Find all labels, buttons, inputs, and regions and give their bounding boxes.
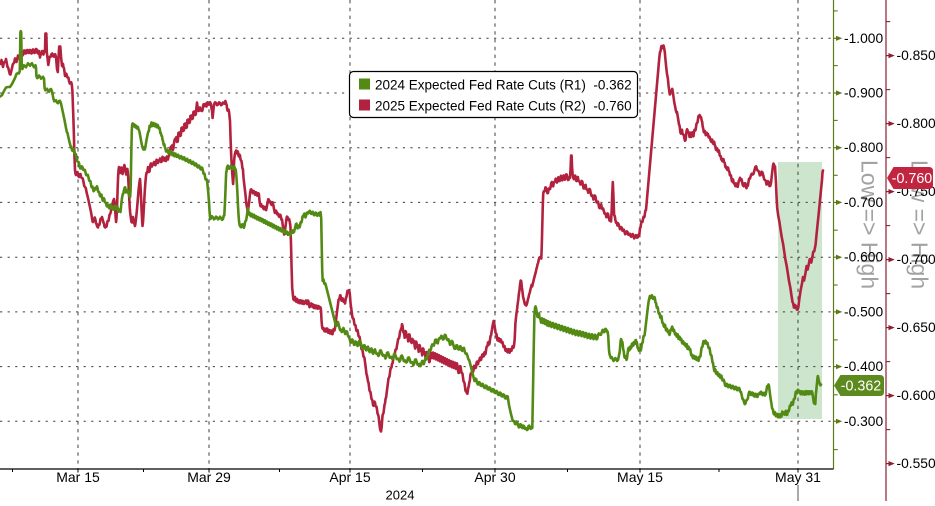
- svg-text:-0.700: -0.700: [897, 252, 935, 267]
- svg-text:May 15: May 15: [617, 469, 663, 485]
- svg-text:-0.300: -0.300: [844, 414, 883, 429]
- svg-text:-0.400: -0.400: [844, 359, 883, 374]
- svg-text:-0.850: -0.850: [897, 48, 935, 63]
- svg-text:May 31: May 31: [775, 469, 821, 485]
- svg-text:-1.000: -1.000: [844, 31, 883, 46]
- svg-text:2025 Expected Fed Rate Cuts (R: 2025 Expected Fed Rate Cuts (R2) -0.760: [375, 99, 632, 114]
- svg-text:-0.700: -0.700: [844, 195, 883, 210]
- svg-text:Mar 29: Mar 29: [187, 469, 231, 485]
- svg-text:-0.600: -0.600: [844, 250, 883, 265]
- svg-text:-0.800: -0.800: [844, 140, 883, 155]
- svg-text:Low => High: Low => High: [857, 160, 883, 289]
- svg-text:2024: 2024: [386, 488, 415, 502]
- svg-text:-0.760: -0.760: [892, 171, 933, 187]
- svg-text:Apr 30: Apr 30: [474, 469, 515, 485]
- svg-text:2024 Expected Fed Rate Cuts (R: 2024 Expected Fed Rate Cuts (R1) -0.362: [375, 78, 632, 93]
- svg-text:Apr 15: Apr 15: [329, 469, 370, 485]
- svg-text:-0.650: -0.650: [897, 320, 935, 335]
- svg-text:-0.600: -0.600: [897, 388, 935, 403]
- svg-text:Mar 15: Mar 15: [56, 469, 100, 485]
- svg-text:-0.500: -0.500: [844, 304, 883, 319]
- svg-text:-0.900: -0.900: [844, 86, 883, 101]
- svg-text:-0.550: -0.550: [897, 456, 935, 471]
- svg-text:-0.362: -0.362: [841, 378, 882, 394]
- svg-text:-0.800: -0.800: [897, 116, 935, 131]
